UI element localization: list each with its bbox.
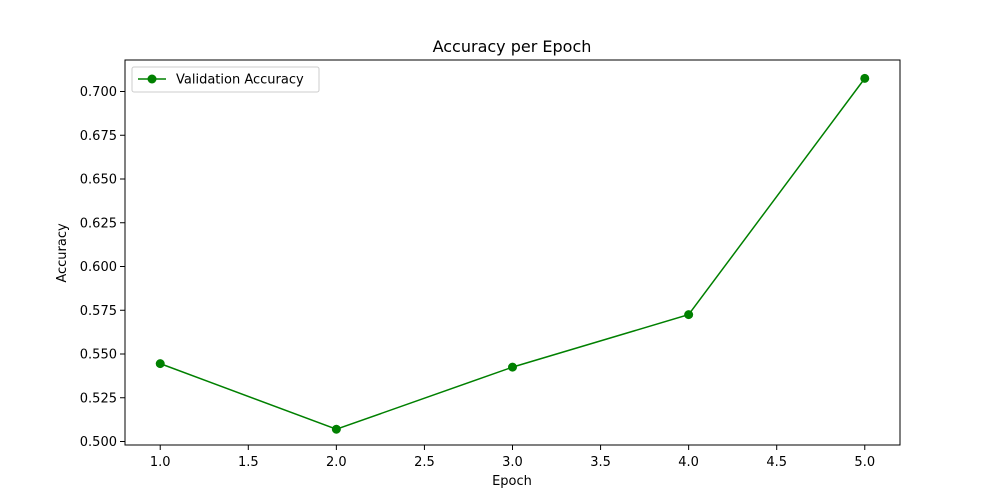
y-tick-label: 0.550 bbox=[80, 348, 117, 363]
y-tick-label: 0.625 bbox=[80, 216, 117, 231]
y-axis-ticks: 0.500 0.525 0.550 0.575 0.600 0.625 0.650 0.675… bbox=[80, 85, 125, 450]
plot-area bbox=[124, 59, 901, 446]
plot-frame bbox=[124, 59, 901, 446]
y-tick-label: 0.525 bbox=[80, 391, 117, 406]
y-tick-label: 0.650 bbox=[80, 173, 117, 188]
y-tick-label: 0.600 bbox=[80, 260, 117, 275]
data-point bbox=[684, 310, 694, 320]
x-tick-label: 4.5 bbox=[766, 455, 787, 470]
y-tick-label: 0.500 bbox=[80, 435, 117, 450]
series-line-validation-accuracy bbox=[159, 77, 866, 431]
x-tick-label: 2.5 bbox=[414, 455, 435, 470]
legend-entry-label: Validation Accuracy bbox=[176, 73, 304, 88]
data-point bbox=[331, 424, 341, 434]
x-tick-label: 1.5 bbox=[238, 455, 259, 470]
data-point bbox=[860, 73, 870, 83]
x-tick-label: 2.0 bbox=[326, 455, 347, 470]
data-point bbox=[508, 362, 517, 372]
y-tick-label: 0.675 bbox=[80, 129, 117, 144]
data-point bbox=[155, 359, 165, 369]
x-tick-label: 1.0 bbox=[150, 455, 171, 470]
y-tick-label: 0.700 bbox=[80, 85, 117, 100]
x-axis-ticks: 1.0 1.5 2.0 2.5 3.0 3.5 4.0 4.5 5.0 bbox=[150, 445, 875, 470]
y-tick-label: 0.575 bbox=[80, 304, 117, 319]
x-tick-label: 3.0 bbox=[502, 455, 523, 470]
y-axis-label: Accuracy bbox=[55, 223, 70, 283]
legend-box bbox=[131, 66, 320, 93]
x-axis-label: Epoch bbox=[492, 474, 532, 489]
series-layer bbox=[155, 73, 870, 434]
x-tick-label: 5.0 bbox=[854, 455, 875, 470]
legend-marker bbox=[147, 74, 157, 84]
x-tick-label: 3.5 bbox=[590, 455, 611, 470]
legend: Validation Accuracy bbox=[131, 66, 320, 93]
chart-title: Accuracy per Epoch bbox=[433, 37, 592, 56]
x-tick-label: 4.0 bbox=[678, 455, 699, 470]
